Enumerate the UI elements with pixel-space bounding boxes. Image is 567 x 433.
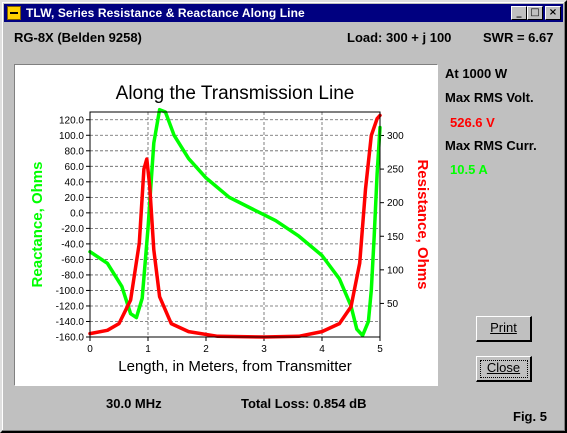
figure-label: Fig. 5 (513, 409, 547, 424)
x-axis-label: Length, in Meters, from Transmitter (118, 358, 351, 375)
swr-value: SWR = 6.67 (483, 30, 554, 45)
left-tick-label: 40.0 (65, 177, 85, 188)
reactance-line (88, 107, 382, 338)
left-tick-label: -40.0 (61, 239, 84, 250)
print-label: Print (490, 320, 517, 335)
left-tick-label: -140.0 (56, 317, 85, 328)
frequency: 30.0 MHz (106, 396, 162, 411)
chart: Along the Transmission Line 120.0 100.0 80.… (14, 64, 438, 386)
cable-type: RG-8X (Belden 9258) (14, 30, 142, 45)
app-icon[interactable] (7, 6, 21, 20)
right-tick-label: 200 (387, 198, 404, 209)
left-tick-label: 100.0 (59, 131, 84, 142)
total-loss: Total Loss: 0.854 dB (241, 396, 367, 411)
plot-border (89, 111, 381, 338)
maximize-button[interactable]: □ (527, 6, 543, 20)
left-tick-label: -160.0 (56, 333, 85, 344)
max-volt-label: Max RMS Volt. (445, 90, 534, 105)
left-tick-label: 80.0 (65, 146, 85, 157)
close-button[interactable]: Close (476, 356, 532, 382)
left-tick-label: 60.0 (65, 162, 85, 173)
x-tick-label: 5 (377, 344, 383, 355)
left-tick-label: -80.0 (61, 270, 84, 281)
right-tick-label: 100 (387, 265, 404, 276)
x-tick-label: 3 (261, 344, 267, 355)
chart-title: Along the Transmission Line (116, 83, 355, 104)
left-tick-label: 120.0 (59, 115, 84, 126)
left-tick-label: -20.0 (61, 224, 84, 235)
left-axis-label: Reactance, Ohms (29, 162, 46, 288)
max-curr-label: Max RMS Curr. (445, 138, 537, 153)
minimize-button[interactable]: _ (511, 6, 527, 20)
x-tick-label: 4 (319, 344, 325, 355)
left-tick-label: -100.0 (56, 286, 85, 297)
x-tick-label: 2 (203, 344, 209, 355)
right-tick-label: 50 (387, 299, 399, 310)
window-title: TLW, Series Resistance & Reactance Along… (26, 6, 305, 20)
right-tick-label: 300 (387, 131, 404, 142)
max-volt-value: 526.6 V (450, 115, 495, 130)
right-tick-label: 150 (387, 232, 404, 243)
max-curr-value: 10.5 A (450, 162, 488, 177)
right-tick-label: 250 (387, 165, 404, 176)
left-tick-label: 20.0 (65, 193, 85, 204)
x-tick-label: 1 (145, 344, 151, 355)
close-window-button[interactable]: × (545, 6, 561, 20)
left-tick-label: -120.0 (56, 301, 85, 312)
x-tick-label: 0 (87, 344, 93, 355)
chart-svg: Along the Transmission Line120.0100.080.… (29, 83, 431, 375)
power-label: At 1000 W (445, 66, 508, 81)
right-axis-label: Resistance, Ohms (414, 159, 431, 289)
left-tick-label: 0.0 (70, 208, 84, 219)
load-value: Load: 300 + j 100 (347, 30, 452, 45)
resistance-line (88, 113, 382, 339)
left-tick-label: -60.0 (61, 255, 84, 266)
print-button[interactable]: Print (476, 316, 532, 342)
close-label: Close (486, 360, 521, 375)
title-bar[interactable]: TLW, Series Resistance & Reactance Along… (4, 4, 563, 22)
